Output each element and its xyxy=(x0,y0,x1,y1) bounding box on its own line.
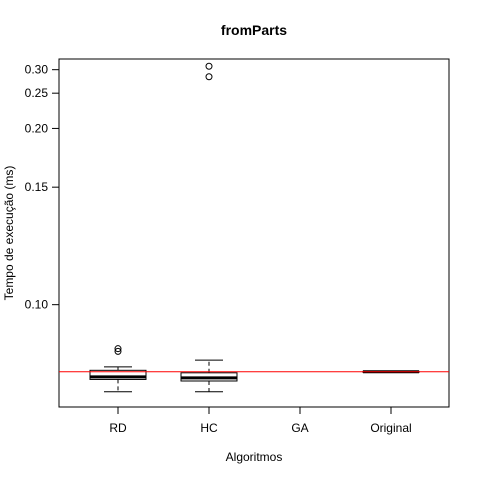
boxplot-rd xyxy=(89,345,147,393)
y-axis: 0.10 0.15 0.20 0.25 0.30 xyxy=(25,63,60,312)
outlier-point xyxy=(114,347,122,355)
x-tick-label: GA xyxy=(291,421,308,435)
y-axis-label: Tempo de execução (ms) xyxy=(2,166,16,301)
outlier-point xyxy=(205,62,213,70)
y-tick-label: 0.10 xyxy=(25,298,49,312)
x-tick-label: Original xyxy=(370,421,411,435)
box xyxy=(89,369,147,380)
outlier-point xyxy=(205,73,213,81)
x-tick-label: RD xyxy=(109,421,127,435)
x-axis: RD HC GA Original xyxy=(109,406,412,435)
y-tick-label: 0.30 xyxy=(25,63,49,77)
x-axis-label: Algoritmos xyxy=(226,450,283,464)
outlier-point xyxy=(114,345,122,353)
boxplot-hc xyxy=(180,62,238,393)
chart-title: fromParts xyxy=(221,22,287,38)
x-tick-label: HC xyxy=(200,421,218,435)
boxplots xyxy=(89,62,420,393)
y-tick-label: 0.25 xyxy=(25,86,49,100)
y-tick-label: 0.20 xyxy=(25,121,49,135)
y-tick-label: 0.15 xyxy=(25,180,49,194)
